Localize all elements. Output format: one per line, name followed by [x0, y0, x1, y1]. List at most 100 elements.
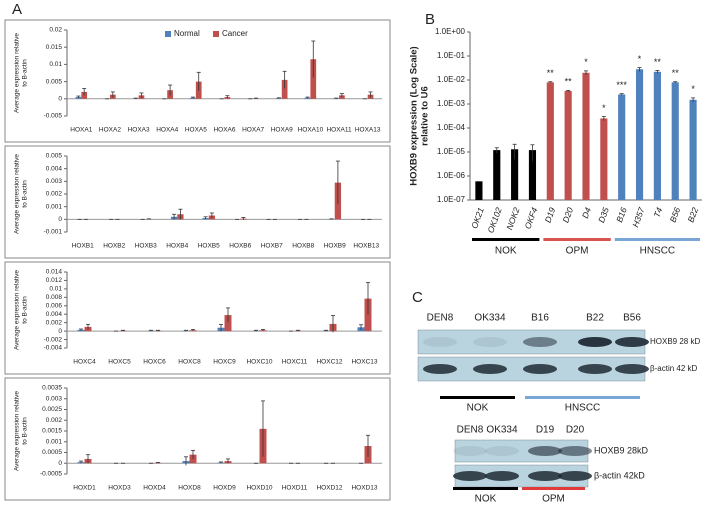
y-tick-label: 0.002 [46, 417, 63, 424]
y-axis-label: to B-actin [22, 180, 29, 208]
blot-band [523, 337, 557, 347]
blot-band [558, 446, 592, 456]
significance-label: * [602, 103, 606, 113]
legend-swatch [213, 31, 219, 37]
bar [224, 315, 232, 332]
y-tick-label: -0.0005 [40, 471, 62, 478]
y-tick-label: 1.0E-07 [437, 195, 466, 204]
lane-label: OK334 [486, 425, 518, 436]
group-line [525, 396, 640, 399]
x-tick-label: HOXD12 [316, 485, 342, 492]
x-tick-label: HOXB8 [292, 243, 314, 250]
y-tick-label: 0.01 [49, 286, 62, 293]
group-line [614, 238, 700, 241]
bar [564, 90, 572, 200]
y-tick-label: 0.014 [46, 269, 63, 276]
x-tick-label: HOXD4 [143, 485, 166, 492]
x-tick-label: B22 [686, 206, 701, 224]
group-label: OPM [566, 246, 589, 257]
y-tick-label: 1.0E-06 [437, 171, 466, 180]
y-tick-label: 0.0025 [42, 406, 62, 413]
significance-label: *** [616, 80, 627, 90]
y-tick-label: 0.004 [46, 165, 63, 172]
y-tick-label: 0 [58, 460, 62, 467]
bar [618, 94, 626, 200]
blot-band [578, 364, 612, 374]
chart-frame [4, 261, 391, 375]
blot-band [453, 446, 487, 456]
bar [689, 99, 697, 200]
x-tick-label: B16 [614, 206, 629, 224]
x-tick-label: HOXD11 [282, 485, 308, 492]
y-tick-label: 1.0E-04 [437, 123, 466, 132]
x-tick-label: HOXD13 [351, 485, 377, 492]
group-label: NOK [495, 246, 517, 257]
significance-label: ** [672, 68, 680, 78]
x-tick-label: HOXA4 [156, 127, 178, 134]
y-tick-label: 0.0005 [42, 449, 62, 456]
y-axis-label: Average expression relative [14, 33, 21, 113]
bar [511, 149, 519, 200]
bar [493, 150, 501, 200]
blot-band [523, 364, 557, 374]
lane-label: B56 [623, 313, 641, 324]
x-tick-label: HOXA11 [326, 127, 352, 134]
group-line [440, 396, 515, 399]
y-tick-label: 1.0E-02 [437, 75, 466, 84]
y-tick-label: 0 [58, 96, 62, 103]
legend-label: Normal [174, 29, 200, 38]
y-tick-label: 0.01 [49, 61, 62, 68]
blot-band [423, 364, 457, 374]
x-tick-label: HOXD1 [73, 485, 96, 492]
band-label: HOXB9 28 kD [650, 337, 700, 346]
bar [528, 150, 537, 200]
x-tick-label: OK21 [469, 206, 486, 230]
y-tick-label: 0 [58, 216, 62, 223]
group-line [522, 487, 585, 490]
lane-label: OK334 [474, 313, 506, 324]
lane-label: D19 [536, 425, 555, 436]
x-tick-label: H357 [630, 206, 646, 229]
chart-frame [4, 19, 391, 143]
x-tick-label: HOXB6 [229, 243, 251, 250]
y-axis-label: Average expression relative [14, 391, 21, 471]
x-tick-label: HOXB4 [166, 243, 188, 250]
x-tick-label: HOXA3 [128, 127, 150, 134]
chart-frame [4, 377, 391, 501]
blot-band [615, 364, 649, 374]
y-axis-label: Average expression relative [14, 154, 21, 234]
blot-band [528, 446, 562, 456]
group-line [453, 487, 518, 490]
band-label: β-actin 42 kD [650, 364, 698, 373]
y-tick-label: 0.0015 [42, 428, 62, 435]
y-axis-label: to B-actin [22, 296, 29, 324]
y-tick-label: 0.001 [46, 203, 63, 210]
x-tick-label: HOXB9 [324, 243, 346, 250]
x-tick-label: HOXA13 [355, 127, 381, 134]
significance-label: * [638, 54, 642, 64]
bar [475, 181, 483, 200]
y-tick-label: 0.003 [46, 395, 63, 402]
y-tick-label: -0.001 [44, 229, 63, 236]
y-axis-label: relative to U6 [420, 86, 431, 146]
x-tick-label: T4 [652, 206, 665, 219]
x-tick-label: HOXA10 [298, 127, 324, 134]
significance-label: ** [654, 57, 662, 67]
x-tick-label: HOXC11 [282, 359, 308, 366]
group-line [543, 238, 611, 241]
y-tick-label: 0.001 [46, 438, 63, 445]
bar [364, 298, 372, 332]
y-tick-label: 0.005 [46, 78, 63, 85]
x-tick-label: HOXA7 [242, 127, 264, 134]
x-tick-label: HOXC8 [178, 359, 201, 366]
band-label: HOXB9 28kD [594, 445, 649, 455]
x-tick-label: B56 [668, 206, 683, 224]
x-tick-label: D20 [560, 206, 575, 224]
x-tick-label: HOXB3 [135, 243, 157, 250]
y-tick-label: 0.006 [46, 302, 63, 309]
x-tick-label: HOXC6 [143, 359, 166, 366]
y-tick-label: -0.005 [44, 113, 63, 120]
group-label: NOK [467, 403, 489, 414]
panel-label: A [12, 1, 22, 18]
